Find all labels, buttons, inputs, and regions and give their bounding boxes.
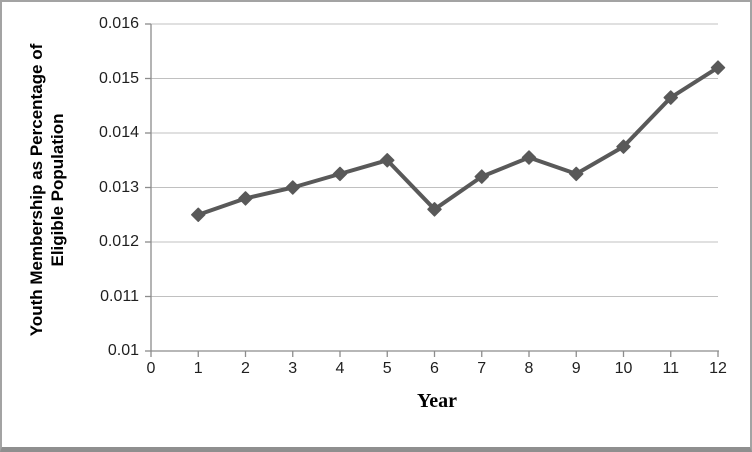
y-axis-title-line1: Youth Membership as Percentage of xyxy=(27,43,46,337)
data-point-marker xyxy=(427,202,442,217)
data-point-marker xyxy=(521,150,537,165)
x-tick-label: 6 xyxy=(430,360,439,377)
y-tick-label: 0.013 xyxy=(98,178,139,196)
x-tick-label: 12 xyxy=(709,360,727,377)
x-tick-label: 2 xyxy=(241,360,250,377)
data-point-marker xyxy=(710,60,726,75)
x-tick-label: 10 xyxy=(614,360,633,377)
y-tick-label: 0.011 xyxy=(100,287,139,305)
data-point-marker xyxy=(380,153,395,168)
y-tick-label: 0.01 xyxy=(107,342,139,359)
data-point-marker xyxy=(191,207,206,222)
data-point-marker xyxy=(663,90,678,105)
data-point-marker xyxy=(616,139,631,154)
x-tick-label: 0 xyxy=(146,360,156,377)
y-tick-label: 0.016 xyxy=(98,15,139,32)
y-tick-label: 0.012 xyxy=(98,233,139,250)
y-tick-label: 0.014 xyxy=(98,124,139,141)
x-tick-label: 9 xyxy=(571,360,581,377)
x-tick-label: 4 xyxy=(335,360,345,377)
x-tick-label: 11 xyxy=(662,360,680,377)
x-tick-label: 8 xyxy=(524,360,534,377)
data-point-marker xyxy=(569,166,584,182)
x-axis-title: Year xyxy=(417,390,457,412)
data-point-marker xyxy=(285,180,300,195)
x-tick-label: 5 xyxy=(382,360,392,377)
x-tick-label: 3 xyxy=(288,360,298,377)
data-point-marker xyxy=(238,191,253,206)
data-point-marker xyxy=(332,166,348,182)
data-point-marker xyxy=(474,169,489,184)
x-tick-label: 1 xyxy=(193,360,203,377)
data-line xyxy=(196,65,720,217)
y-tick-label: 0.015 xyxy=(98,69,139,87)
x-tick-label: 7 xyxy=(477,360,487,377)
